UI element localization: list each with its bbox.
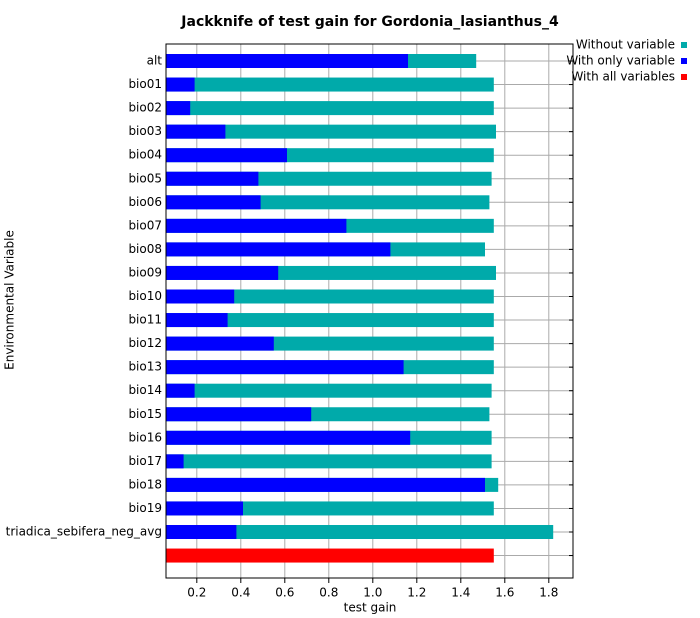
x-tick-label: 1.8 [539, 586, 558, 600]
plot-frame [165, 43, 574, 579]
bar [166, 101, 191, 116]
bar [166, 313, 494, 328]
x-tick-label: 0.4 [231, 586, 250, 600]
bar [166, 242, 391, 257]
legend-label: With only variable [566, 54, 675, 68]
bar [166, 548, 494, 563]
legend-swatch [681, 74, 687, 80]
bar [166, 313, 228, 328]
plot-area [165, 43, 574, 579]
bar [166, 289, 235, 304]
y-tick-label: bio17 [128, 454, 162, 468]
bar [166, 383, 492, 398]
chart-title: Jackknife of test gain for Gordonia_lasi… [180, 14, 559, 30]
bar [166, 477, 485, 492]
bar [166, 336, 274, 351]
legend-label: Without variable [576, 38, 675, 52]
y-tick-label: bio04 [128, 148, 162, 162]
bar [166, 407, 312, 422]
x-axis-label: test gain [344, 601, 397, 615]
bar [166, 148, 287, 163]
y-tick-label: bio09 [128, 265, 162, 279]
y-tick-label: bio14 [128, 383, 162, 397]
y-tick-label: bio05 [128, 171, 162, 185]
bar [166, 383, 195, 398]
bar [166, 525, 237, 539]
bar [166, 360, 404, 375]
x-tick-label: 1.4 [451, 586, 470, 600]
y-tick-label: bio08 [128, 242, 162, 256]
bar [166, 501, 243, 516]
bar [166, 77, 195, 92]
bar [166, 501, 494, 516]
bar [166, 454, 492, 469]
x-tick-label: 1.0 [363, 586, 382, 600]
y-tick-label: bio01 [128, 77, 162, 91]
bar [166, 195, 261, 210]
y-axis-label: Environmental Variable [3, 230, 17, 370]
bar [166, 124, 496, 139]
bar [166, 218, 347, 233]
bar [166, 289, 494, 304]
y-tick-label: bio13 [128, 360, 162, 374]
bar [166, 101, 494, 116]
y-tick-label: bio03 [128, 124, 162, 138]
y-tick-label: bio16 [128, 430, 162, 444]
y-tick-label: bio10 [128, 289, 162, 303]
y-tick-label: bio12 [128, 336, 162, 350]
y-tick-label: bio11 [128, 313, 162, 327]
x-tick-label: 0.8 [319, 586, 338, 600]
bar [166, 54, 408, 68]
bar [166, 430, 411, 445]
legend-label: With all variables [571, 70, 675, 84]
legend-swatch [681, 42, 687, 48]
bar [166, 124, 226, 139]
x-tick-label: 0.2 [187, 586, 206, 600]
y-tick-label: bio06 [128, 195, 162, 209]
bar [166, 454, 184, 469]
y-tick-label: bio18 [128, 477, 162, 491]
bar [166, 171, 259, 186]
bar [166, 77, 494, 92]
y-tick-label: triadica_sebifera_neg_avg [6, 525, 162, 539]
y-tick-label: bio19 [128, 501, 162, 515]
y-tick-label: bio07 [128, 218, 162, 232]
bar [166, 525, 554, 539]
y-tick-label: bio02 [128, 101, 162, 115]
legend-swatch [681, 58, 687, 64]
bar [166, 265, 279, 280]
y-tick-label: bio15 [128, 407, 162, 421]
x-tick-label: 1.2 [407, 586, 426, 600]
x-tick-label: 0.6 [275, 586, 294, 600]
x-tick-label: 1.6 [495, 586, 514, 600]
y-tick-label: alt [147, 54, 163, 68]
